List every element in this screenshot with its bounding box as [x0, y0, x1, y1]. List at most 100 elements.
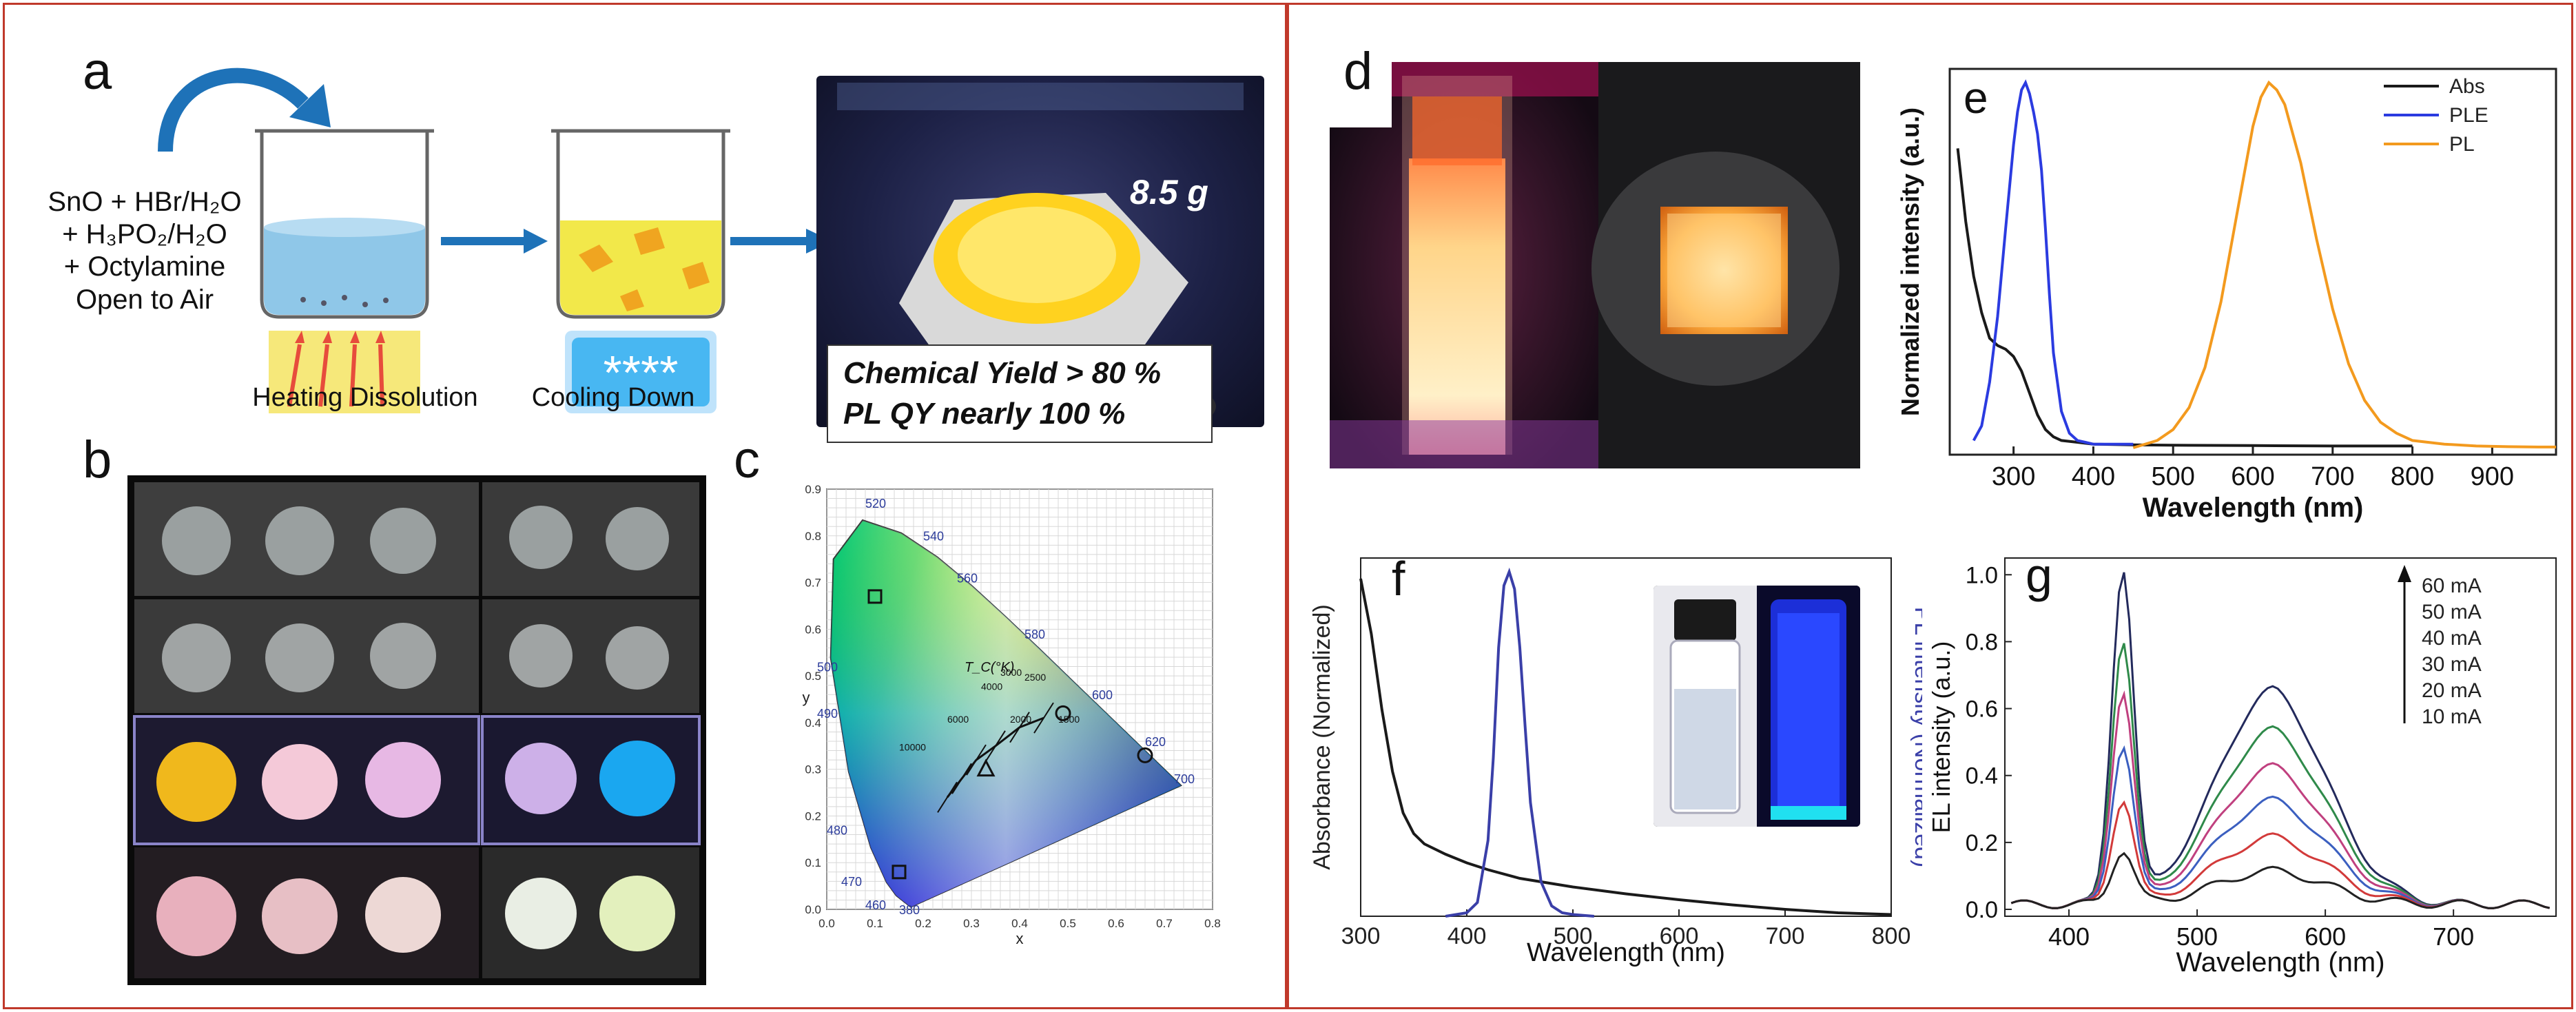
vial-photo: [1653, 586, 1860, 827]
e-series-abs: [1956, 148, 2413, 448]
cie-circle-marker: [1055, 705, 1071, 721]
cie-x-tick: 0.2: [915, 917, 931, 930]
cie-wavelength-label: 700: [1174, 772, 1195, 786]
panel-c-label: c: [734, 431, 760, 489]
g-xlabel: Wavelength (nm): [2176, 947, 2384, 978]
e-x-tick-label: 600: [2231, 462, 2274, 491]
g-x-tick-label: 600: [2305, 922, 2346, 951]
cooling-symbol: ****: [604, 346, 679, 400]
g-y-tick-label: 0.0: [1966, 897, 1998, 923]
e-legend-label: PL: [2449, 133, 2475, 156]
cie-y-tick: 0.0: [805, 903, 821, 916]
g-legend-label: 30 mA: [2422, 653, 2482, 676]
g-legend-label: 40 mA: [2422, 627, 2482, 650]
cie-y-tick: 0.9: [805, 483, 821, 496]
cie-x-tick: 0.6: [1108, 917, 1124, 930]
cie-square-marker: [892, 865, 907, 880]
f-x-tick-label: 500: [1554, 923, 1593, 949]
g-y-tick-label: 0.2: [1966, 830, 1998, 856]
panel-a-label: a: [83, 42, 112, 101]
cie-y-tick: 0.3: [805, 763, 821, 776]
reagent-line-3: + Octylamine: [63, 251, 226, 282]
cct-value-label: 1500: [1058, 714, 1080, 725]
cie-y-tick: 0.5: [805, 670, 821, 683]
reagent-line-1: SnO + HBr/H₂O: [48, 187, 242, 217]
cie-x-tick: 0.1: [867, 917, 883, 930]
cie-x-tick: 0.7: [1156, 917, 1173, 930]
yield-line-2: PL QY nearly 100 %: [843, 397, 1126, 431]
arrow-right-icon: [524, 229, 548, 254]
cct-value-label: 10000: [899, 742, 926, 753]
droplet-samples-photo: [127, 475, 706, 985]
cct-label: T_C(°K): [965, 660, 1014, 675]
f-x-tick-label: 400: [1447, 923, 1487, 949]
panel-g-label: g: [2026, 548, 2052, 602]
reagent-line-4: Open to Air: [75, 284, 214, 315]
yield-box: Chemical Yield > 80 % PL QY nearly 100 %: [827, 344, 1213, 443]
g-legend-label: 50 mA: [2422, 601, 2482, 623]
e-x-tick-label: 400: [2072, 462, 2115, 491]
e-x-tick-label: 800: [2391, 462, 2434, 491]
g-x-tick-label: 500: [2176, 922, 2218, 951]
mass-label: 8.5 g: [1130, 173, 1208, 211]
panel-g-chart: 400 500 600 700 0.0 0.2 0.4 0.6 0.8 1.0 60 mA 50 m…: [1927, 557, 2557, 978]
e-ylabel: Normalized intensity (a.u.): [1896, 107, 1924, 416]
g-legend-label: 60 mA: [2422, 575, 2482, 597]
cie-wavelength-label: 580: [1024, 628, 1045, 641]
g-x-tick-label: 700: [2433, 922, 2474, 951]
left-figure-frame: [3, 3, 1287, 1009]
g-legend-arrowhead: [2398, 565, 2411, 582]
f-x-tick-label: 600: [1660, 923, 1699, 949]
g-y-tick-label: 0.6: [1966, 696, 1998, 723]
cie-wavelength-label: 540: [923, 530, 944, 544]
cie-x-tick: 0.3: [963, 917, 980, 930]
e-x-tick-label: 900: [2471, 462, 2514, 491]
cct-value-label: 2500: [1024, 672, 1046, 683]
f-ylabel: Absorbance (Normalized): [1309, 604, 1335, 870]
cie-y-tick: 0.6: [805, 623, 821, 636]
cie-y-tick: 0.2: [805, 809, 821, 823]
cie-y-tick: 0.4: [805, 716, 821, 730]
cie-wavelength-label: 490: [817, 707, 838, 721]
e-x-tick-label: 700: [2311, 462, 2354, 491]
cie-x-tick: 0.5: [1060, 917, 1076, 930]
e-xlabel: Wavelength (nm): [2143, 493, 2364, 523]
panel-d-label: d: [1343, 42, 1373, 101]
cct-value-label: 6000: [947, 714, 969, 725]
e-legend-label: Abs: [2449, 75, 2485, 98]
cie-wavelength-label: 600: [1092, 688, 1113, 702]
cie-wavelength-label: 620: [1145, 735, 1166, 749]
cie-chart: 0.0 0.1 0.2 0.3 0.4 0.5 0.6 0.7 0.8 0.0 0.1 0.2 0.3 0…: [803, 483, 1221, 947]
e-series-pl: [2132, 80, 2556, 449]
g-y-tick-label: 0.4: [1966, 763, 1998, 789]
right-figure-frame: [1287, 3, 2573, 1009]
cie-y-label: y: [803, 689, 810, 706]
cct-isotherm: [966, 744, 987, 776]
cct-isotherm: [985, 730, 1006, 762]
f-series-absorbance: [1359, 578, 1892, 916]
cie-x-tick: 0.8: [1204, 917, 1221, 930]
cie-wavelength-label: 560: [957, 572, 978, 586]
cie-wavelength-label: 380: [899, 903, 920, 917]
cie-y-tick: 0.7: [805, 577, 821, 590]
cct-value-label: 2000: [1010, 714, 1031, 725]
cct-isotherm: [1009, 712, 1030, 743]
e-x-tick-label: 300: [1992, 462, 2035, 491]
step-cooling-label: Cooling Down: [531, 383, 695, 412]
cie-circle-marker: [1137, 747, 1153, 763]
g-y-tick-label: 1.0: [1966, 562, 1998, 588]
cie-wavelength-label: 470: [841, 875, 862, 889]
panel-e-chart: 300 400 500 600 700 800 900 Abs PLE PL Wavelengt…: [1896, 68, 2557, 523]
reagents-text: SnO + HBr/H₂O + H₃PO₂/H₂O + Octylamine O…: [41, 186, 248, 316]
g-x-tick-label: 400: [2048, 922, 2090, 951]
f-x-tick-label: 800: [1872, 923, 1911, 949]
f-ylabel-right: PL intensity (Normalized): [1910, 607, 1922, 868]
g-y-tick-label: 0.8: [1966, 629, 1998, 655]
beaker-cooling-icon: ****: [551, 129, 730, 413]
cuvette-photo: [1330, 62, 1860, 468]
cct-isotherm: [937, 781, 958, 813]
cie-wavelength-label: 520: [865, 497, 886, 510]
cie-x-tick: 0.4: [1011, 917, 1028, 930]
f-x-tick-label: 700: [1766, 923, 1805, 949]
beaker-heating-icon: [255, 129, 434, 413]
